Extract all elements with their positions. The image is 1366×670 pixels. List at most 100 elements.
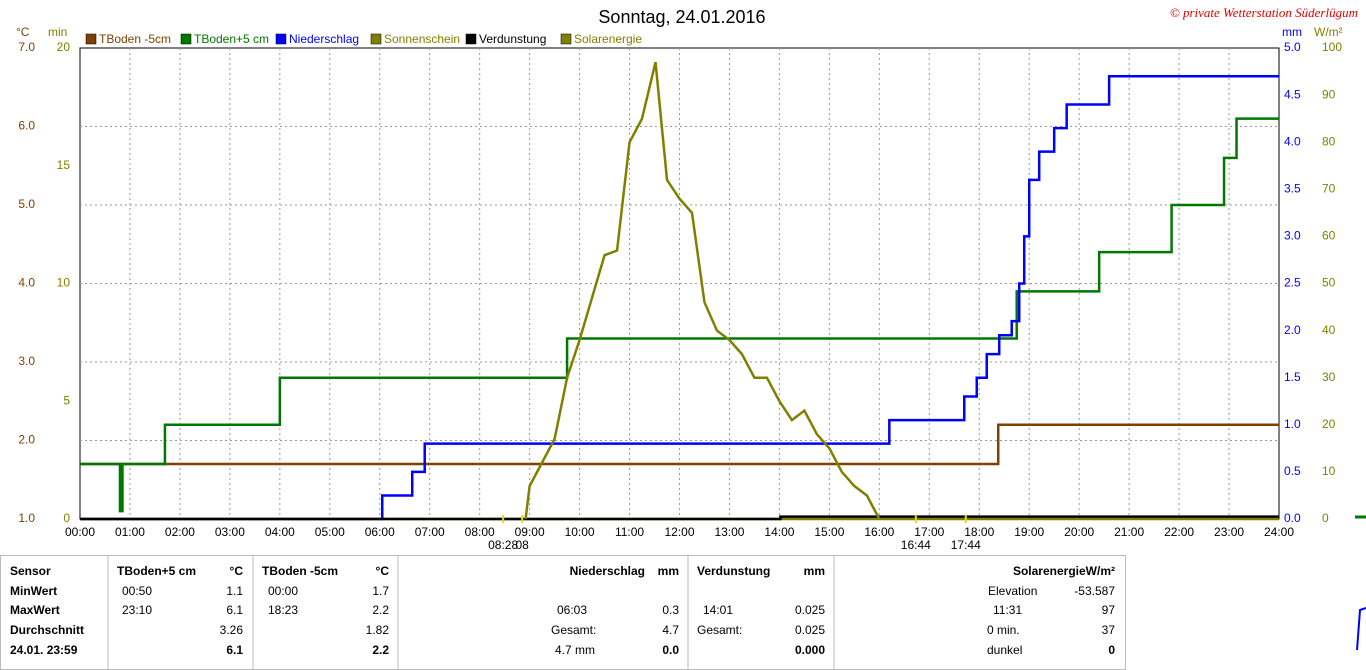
y-tick-label: 90 — [1322, 87, 1336, 101]
y-tick-label: 100 — [1322, 40, 1342, 54]
axis-unit: min — [48, 25, 67, 39]
table-cell: 2.2 — [372, 643, 389, 657]
table-cell: 0.025 — [795, 623, 825, 637]
x-tick-label: 17:00 — [914, 525, 944, 539]
x-tick-label: 12:00 — [664, 525, 694, 539]
y-tick-label: 20 — [57, 40, 71, 54]
table-cell: 4.7 — [662, 623, 679, 637]
legend-label: Sonnenschein — [384, 32, 460, 46]
x-tick-label: 24:00 — [1264, 525, 1294, 539]
y-tick-label: 30 — [1322, 370, 1336, 384]
y-tick-label: 5 — [63, 393, 70, 407]
series-line — [80, 423, 1279, 466]
table-cell: 0.0 — [662, 643, 679, 657]
y-tick-label: 1.5 — [1284, 370, 1301, 384]
y-tick-label: 2.0 — [18, 433, 35, 447]
legend-swatch — [180, 33, 192, 45]
table-cell: 6.1 — [226, 603, 243, 617]
x-tick-label: 11:00 — [615, 525, 644, 539]
y-tick-label: 4.0 — [18, 276, 35, 290]
table-cell: 00:50 — [122, 584, 152, 598]
table-cell: -53.587 — [1074, 584, 1115, 598]
x-tick-label: 13:00 — [714, 525, 744, 539]
y-tick-label: 0.0 — [1284, 511, 1301, 525]
y-tick-label: 40 — [1322, 323, 1336, 337]
table-cell: 1.7 — [372, 584, 389, 598]
y-tick-label: 0 — [1322, 511, 1329, 525]
table-cell: 1.82 — [366, 623, 390, 637]
y-tick-label: 5.0 — [18, 197, 35, 211]
table-cell: 18:23 — [268, 603, 298, 617]
y-tick-label: 10 — [57, 276, 71, 290]
credit: © private Wetterstation Süderlügum — [1170, 5, 1358, 20]
y-tick-label: 4.5 — [1284, 87, 1301, 101]
y-tick-label: 6.0 — [18, 119, 35, 133]
x-tick-label: 00:00 — [65, 525, 95, 539]
y-tick-label: 2.5 — [1284, 276, 1301, 290]
x-tick-label: 09:00 — [515, 525, 545, 539]
legend-label: TBoden -5cm — [99, 32, 171, 46]
x-tick-label: 21:00 — [1114, 525, 1144, 539]
x-tick-label: 01:00 — [115, 525, 145, 539]
table-cell: °C — [376, 564, 390, 578]
y-tick-label: 80 — [1322, 134, 1336, 148]
x-tick-label: 02:00 — [165, 525, 195, 539]
x-tick-label: 23:00 — [1214, 525, 1244, 539]
table-cell: MaxWert — [10, 603, 60, 617]
y-tick-label: 70 — [1322, 181, 1336, 195]
y-tick-label: 0.5 — [1284, 464, 1301, 478]
series-line — [524, 61, 881, 520]
x-tick-label: 04:00 — [265, 525, 295, 539]
series-line — [80, 75, 1279, 521]
table-cell: TBoden+5 cm — [117, 564, 196, 578]
table-cell: 2.2 — [372, 603, 389, 617]
y-tick-label: 1.0 — [18, 511, 35, 525]
table-cell: 11:31 — [993, 603, 1022, 617]
x-tick-label: 18:00 — [964, 525, 994, 539]
y-tick-label: 3.0 — [18, 354, 35, 368]
table-cell: 14:01 — [703, 603, 733, 617]
y-tick-label: 3.5 — [1284, 181, 1301, 195]
x-tick-label: 03:00 — [215, 525, 245, 539]
y-tick-label: 4.0 — [1284, 134, 1301, 148]
axis-unit: mm — [1282, 25, 1302, 39]
table-cell: 00:00 — [268, 584, 298, 598]
x-tick-label: 05:00 — [315, 525, 345, 539]
table-cell: mm — [804, 564, 825, 578]
table-cell: Gesamt: — [551, 623, 596, 637]
table-cell: Verdunstung — [697, 564, 770, 578]
x-tick-label: 20:00 — [1064, 525, 1094, 539]
table-cell: Elevation — [988, 584, 1037, 598]
legend-label: Solarenergie — [574, 32, 642, 46]
table-cell: Niederschlag — [570, 564, 645, 578]
axis-unit: W/m² — [1314, 25, 1343, 39]
legend-label: Verdunstung — [479, 32, 546, 46]
table-cell: Gesamt: — [697, 623, 742, 637]
x-tick-label: 15:00 — [814, 525, 844, 539]
table-cell: dunkel — [987, 643, 1022, 657]
series-line — [80, 117, 1279, 513]
table-cell: 0.000 — [795, 643, 825, 657]
y-tick-label: 0 — [63, 511, 70, 525]
table-cell: MinWert — [10, 584, 57, 598]
legend-label: TBoden+5 cm — [194, 32, 269, 46]
legend-swatch — [370, 33, 382, 45]
table-cell: °C — [230, 564, 244, 578]
annotation-label: 17:44 — [951, 538, 981, 552]
table-cell: 0.025 — [795, 603, 825, 617]
table-cell: 1.1 — [226, 584, 243, 598]
axis-unit: °C — [16, 25, 30, 39]
y-tick-label: 15 — [57, 158, 71, 172]
table-cell: 4.7 mm — [555, 643, 595, 657]
y-tick-label: 60 — [1322, 229, 1336, 243]
table-cell: 0 min. — [987, 623, 1020, 637]
y-tick-label: 3.0 — [1284, 229, 1301, 243]
y-tick-label: 5.0 — [1284, 40, 1301, 54]
annotation-label: 16:44 — [901, 538, 931, 552]
y-tick-label: 2.0 — [1284, 323, 1301, 337]
table-cell: 06:03 — [557, 603, 587, 617]
table-cell: Sensor — [10, 564, 51, 578]
table-cell: 0.3 — [662, 603, 679, 617]
